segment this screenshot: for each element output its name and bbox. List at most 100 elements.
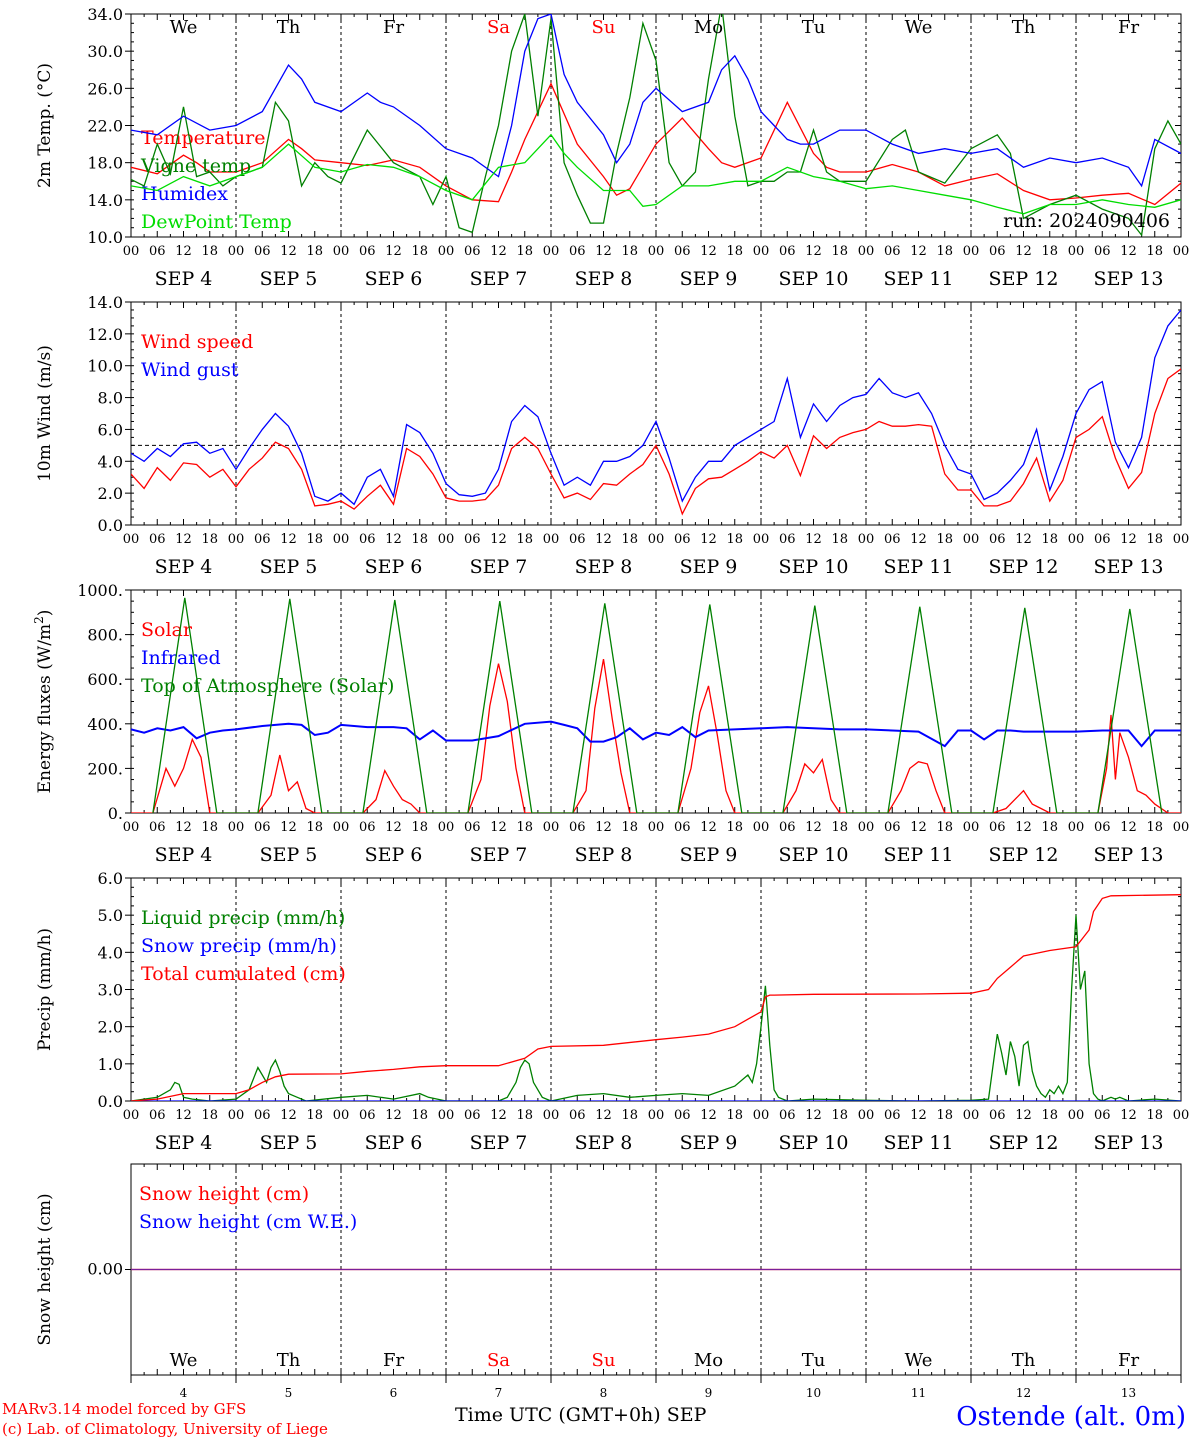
hour-label: 00: [753, 1108, 770, 1123]
hour-label: 12: [490, 1108, 507, 1123]
hour-label: 12: [700, 820, 717, 835]
date-label: SEP 6: [365, 844, 423, 866]
hour-label: 18: [726, 1108, 743, 1123]
legend-entry: Snow height (cm): [139, 1183, 309, 1205]
panel-temp: 10.0 14.0 18.0 22.0 26.0 30.0 34.0 2m Temp. (°C…: [35, 5, 1189, 290]
y-tick-label: 0.00: [87, 1260, 123, 1279]
hour-label: 06: [359, 820, 376, 835]
weekday-label: Su: [592, 1350, 616, 1371]
hour-label: 06: [569, 1108, 586, 1123]
hour-label: 12: [490, 244, 507, 259]
hour-label: 18: [831, 532, 848, 547]
date-label: SEP 9: [680, 844, 738, 866]
weekday-label: Su: [592, 17, 616, 38]
hour-label: 18: [411, 244, 428, 259]
hour-label: 12: [385, 532, 402, 547]
hour-label: 18: [936, 532, 953, 547]
day-number: 8: [600, 1386, 608, 1400]
hour-label: 18: [306, 1108, 323, 1123]
y-tick-label: 2.0: [98, 1018, 123, 1037]
hour-label: 00: [1068, 532, 1085, 547]
panel-precip: 0.0 1.0 2.0 3.0 4.0 5.0 6.0 Precip (mm/h) Liquid…: [35, 869, 1189, 1154]
hour-label: 00: [858, 1108, 875, 1123]
hour-label: 12: [385, 244, 402, 259]
hour-label: 18: [1146, 244, 1163, 259]
y-tick-label: 14.0: [87, 293, 123, 312]
hour-label: 06: [779, 244, 796, 259]
y-axis-label: 10m Wind (m/s): [35, 345, 55, 482]
hour-label: 18: [621, 244, 638, 259]
hour-label: 00: [648, 820, 665, 835]
hour-label: 12: [595, 1108, 612, 1123]
date-label: SEP 4: [155, 844, 213, 866]
y-tick-label: 18.0: [87, 154, 123, 173]
weekday-label: Fr: [1118, 17, 1139, 38]
date-label: SEP 4: [155, 1132, 213, 1154]
hour-label: 06: [779, 532, 796, 547]
legend-entry: Humidex: [141, 183, 228, 205]
hour-label: 06: [569, 244, 586, 259]
hour-label: 00: [543, 1108, 560, 1123]
weekday-label: We: [905, 17, 933, 38]
hour-label: 06: [884, 532, 901, 547]
date-label: SEP 10: [779, 268, 849, 290]
hour-label: 12: [910, 532, 927, 547]
day-number: 5: [285, 1386, 293, 1400]
series-line: [131, 82, 1181, 206]
hour-label: 12: [175, 244, 192, 259]
hour-label: 12: [490, 532, 507, 547]
hour-label: 06: [359, 1108, 376, 1123]
series-line: [131, 894, 1181, 1101]
hour-label: 18: [516, 244, 533, 259]
hour-label: 00: [123, 1108, 140, 1123]
hour-label: 00: [648, 244, 665, 259]
y-axis-label: Precip (mm/h): [35, 928, 55, 1051]
day-number: 7: [495, 1386, 503, 1400]
weekday-label: Th: [1012, 17, 1036, 38]
y-tick-label: 34.0: [87, 5, 123, 24]
date-label: SEP 7: [470, 268, 528, 290]
run-annotation: run: 2024090406: [1003, 210, 1170, 232]
model-credit: MARv3.14 model forced by GFS: [2, 1400, 247, 1418]
y-tick-label: 22.0: [87, 117, 123, 136]
date-label: SEP 5: [260, 844, 318, 866]
hour-label: 00: [333, 244, 350, 259]
legend-entry: Infrared: [141, 647, 221, 669]
date-label: SEP 13: [1094, 844, 1164, 866]
date-label: SEP 6: [365, 1132, 423, 1154]
hour-label: 18: [411, 532, 428, 547]
date-label: SEP 7: [470, 556, 528, 578]
hour-label: 06: [149, 820, 166, 835]
hour-label: 00: [438, 532, 455, 547]
date-label: SEP 12: [989, 556, 1059, 578]
date-label: SEP 8: [575, 556, 633, 578]
hour-label: 00: [1173, 532, 1190, 547]
day-number: 13: [1121, 1386, 1136, 1400]
date-label: SEP 11: [884, 556, 954, 578]
date-label: SEP 4: [155, 268, 213, 290]
date-label: SEP 13: [1094, 1132, 1164, 1154]
series-line: [131, 915, 1181, 1101]
weekday-label: We: [905, 1350, 933, 1371]
hour-label: 06: [1094, 532, 1111, 547]
y-tick-label: 4.0: [98, 943, 123, 962]
time-axis-label: Time UTC (GMT+0h) SEP: [455, 1404, 707, 1426]
hour-label: 06: [464, 244, 481, 259]
hour-label: 12: [700, 244, 717, 259]
plot-frame: [130, 13, 1182, 238]
hour-label: 12: [805, 244, 822, 259]
hour-label: 00: [753, 820, 770, 835]
legend-entry: Snow height (cm W.E.): [139, 1211, 357, 1233]
legend-entry: Liquid precip (mm/h): [141, 907, 345, 929]
hour-label: 06: [254, 532, 271, 547]
hour-label: 12: [595, 820, 612, 835]
hour-label: 12: [910, 244, 927, 259]
hour-label: 18: [936, 244, 953, 259]
date-label: SEP 8: [575, 268, 633, 290]
date-label: SEP 9: [680, 268, 738, 290]
day-number: 6: [390, 1386, 398, 1400]
hour-label: 06: [149, 244, 166, 259]
date-label: SEP 5: [260, 268, 318, 290]
hour-label: 00: [1068, 244, 1085, 259]
hour-label: 12: [280, 244, 297, 259]
